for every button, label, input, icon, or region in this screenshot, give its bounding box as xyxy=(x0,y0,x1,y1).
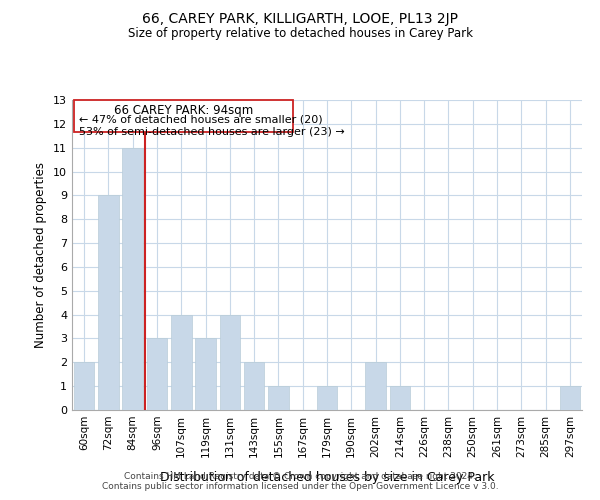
Text: Contains HM Land Registry data © Crown copyright and database right 2024.: Contains HM Land Registry data © Crown c… xyxy=(124,472,476,481)
Text: 66, CAREY PARK, KILLIGARTH, LOOE, PL13 2JP: 66, CAREY PARK, KILLIGARTH, LOOE, PL13 2… xyxy=(142,12,458,26)
Bar xyxy=(122,148,143,410)
Bar xyxy=(365,362,386,410)
Text: ← 47% of detached houses are smaller (20): ← 47% of detached houses are smaller (20… xyxy=(79,115,323,125)
Bar xyxy=(268,386,289,410)
FancyBboxPatch shape xyxy=(74,100,293,132)
Text: 53% of semi-detached houses are larger (23) →: 53% of semi-detached houses are larger (… xyxy=(79,126,345,136)
Bar xyxy=(146,338,167,410)
Text: 66 CAREY PARK: 94sqm: 66 CAREY PARK: 94sqm xyxy=(114,104,253,118)
Bar xyxy=(74,362,94,410)
X-axis label: Distribution of detached houses by size in Carey Park: Distribution of detached houses by size … xyxy=(160,471,494,484)
Bar xyxy=(389,386,410,410)
Bar xyxy=(220,314,240,410)
Text: Size of property relative to detached houses in Carey Park: Size of property relative to detached ho… xyxy=(128,28,473,40)
Bar xyxy=(317,386,337,410)
Bar xyxy=(195,338,216,410)
Bar xyxy=(560,386,580,410)
Text: Contains public sector information licensed under the Open Government Licence v : Contains public sector information licen… xyxy=(101,482,499,491)
Y-axis label: Number of detached properties: Number of detached properties xyxy=(34,162,47,348)
Bar xyxy=(244,362,265,410)
Bar xyxy=(171,314,191,410)
Bar xyxy=(98,196,119,410)
